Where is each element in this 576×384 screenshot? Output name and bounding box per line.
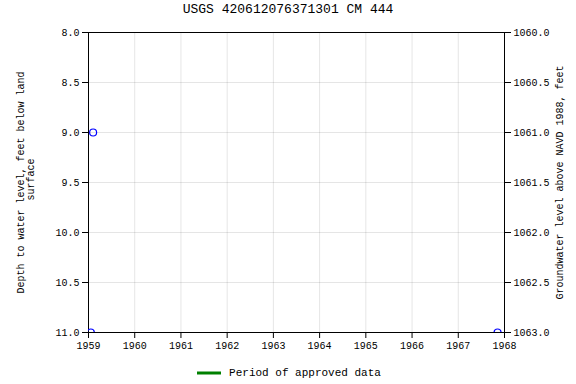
svg-text:1965: 1965 bbox=[354, 341, 378, 352]
svg-text:1062.5: 1062.5 bbox=[514, 278, 550, 289]
svg-text:11.0: 11.0 bbox=[55, 328, 79, 339]
svg-text:1061.0: 1061.0 bbox=[514, 128, 550, 139]
svg-text:Depth to water level, feet bel: Depth to water level, feet below land su… bbox=[16, 71, 37, 293]
svg-text:1967: 1967 bbox=[446, 341, 470, 352]
svg-text:1963: 1963 bbox=[261, 341, 285, 352]
svg-text:1061.5: 1061.5 bbox=[514, 178, 550, 189]
svg-text:8.5: 8.5 bbox=[61, 78, 79, 89]
html-text:USGS 420612076371301 CM 444: USGS 420612076371301 CM 444 bbox=[182, 2, 394, 17]
svg-text:Groundwater level above NAVD 1: Groundwater level above NAVD 1988, feet bbox=[555, 65, 566, 299]
svg-text:1060.5: 1060.5 bbox=[514, 78, 550, 89]
svg-text:9.5: 9.5 bbox=[61, 178, 79, 189]
svg-text:1968: 1968 bbox=[492, 341, 516, 352]
svg-text:1063.0: 1063.0 bbox=[514, 328, 550, 339]
svg-text:1961: 1961 bbox=[169, 341, 193, 352]
svg-text:1964: 1964 bbox=[308, 341, 332, 352]
svg-text:1966: 1966 bbox=[400, 341, 424, 352]
svg-text:10.5: 10.5 bbox=[55, 278, 79, 289]
html-text:Period of approved data: Period of approved data bbox=[229, 367, 381, 379]
svg-text:9.0: 9.0 bbox=[61, 128, 79, 139]
svg-text:1060.0: 1060.0 bbox=[514, 28, 550, 39]
svg-text:1960: 1960 bbox=[123, 341, 147, 352]
svg-text:8.0: 8.0 bbox=[61, 28, 79, 39]
svg-text:1959: 1959 bbox=[76, 341, 100, 352]
svg-text:10.0: 10.0 bbox=[55, 228, 79, 239]
svg-text:1962: 1962 bbox=[215, 341, 239, 352]
svg-text:1062.0: 1062.0 bbox=[514, 228, 550, 239]
